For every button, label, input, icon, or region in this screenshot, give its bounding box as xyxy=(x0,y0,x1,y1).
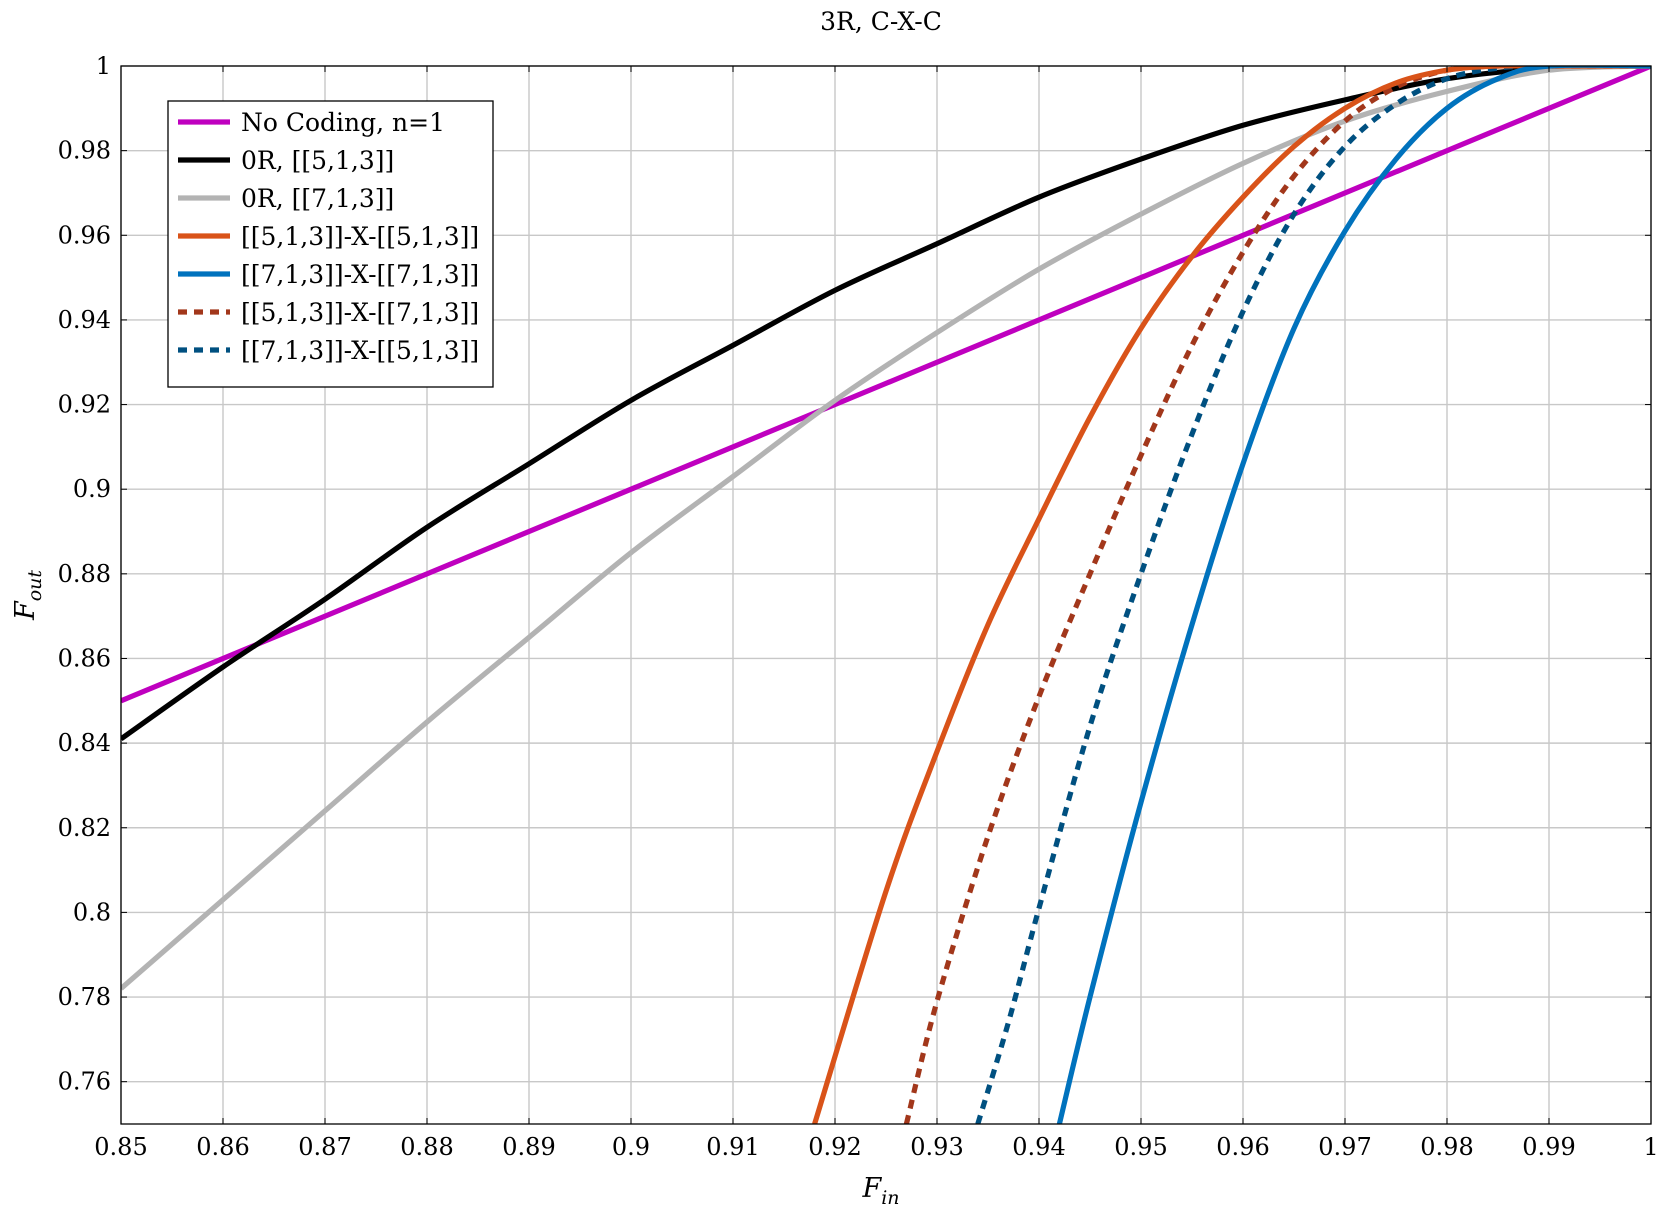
y-tick-label: 0.84 xyxy=(58,729,111,757)
legend-label: [[7,1,3]]-X-[[7,1,3]] xyxy=(241,260,479,289)
x-tick-label: 0.91 xyxy=(706,1133,759,1161)
x-tick-label: 0.85 xyxy=(94,1133,147,1161)
legend-label: [[5,1,3]]-X-[[5,1,3]] xyxy=(241,222,479,251)
y-tick-label: 0.8 xyxy=(73,898,111,926)
x-tick-label: 0.96 xyxy=(1216,1133,1269,1161)
series-line xyxy=(121,66,1651,704)
plot-frame xyxy=(120,65,1652,1125)
series-line xyxy=(1056,66,1651,1124)
legend: No Coding, n=1 0R, [[5,1,3]] 0R, [[7,1,3]]… xyxy=(167,100,494,388)
legend-box xyxy=(167,100,494,388)
legend-label: [[7,1,3]]-X-[[5,1,3]] xyxy=(241,336,479,365)
y-axis-label: Fout xyxy=(10,570,46,621)
y-axis-ticks: 0.76 0.78 0.8 0.82 0.84 0.86 0.88 0.9 0.92 0.94 0.… xyxy=(58,52,1651,1096)
series-line xyxy=(903,66,1651,1124)
y-tick-label: 0.82 xyxy=(58,814,111,842)
chart-title: 3R, C-X-C xyxy=(820,7,942,36)
y-tick-label: 0.76 xyxy=(58,1068,111,1096)
series-layer xyxy=(121,66,1651,1124)
x-tick-label: 0.87 xyxy=(298,1133,351,1161)
x-axis-ticks: 0.85 0.86 0.87 0.88 0.89 0.9 0.91 0.92 0.93 0.94 0… xyxy=(94,66,1659,1161)
x-tick-label: 0.98 xyxy=(1420,1133,1473,1161)
x-tick-label: 0.92 xyxy=(808,1133,861,1161)
legend-label: 0R, [[7,1,3]] xyxy=(241,184,394,213)
x-axis-label: Fin xyxy=(861,1173,899,1205)
y-tick-label: 0.96 xyxy=(58,221,111,249)
legend-label: [[5,1,3]]-X-[[7,1,3]] xyxy=(241,298,479,327)
y-tick-label: 0.92 xyxy=(58,391,111,419)
x-tick-label: 1 xyxy=(1643,1133,1658,1161)
x-tick-label: 0.88 xyxy=(400,1133,453,1161)
series-line xyxy=(975,66,1651,1124)
y-tick-label: 1 xyxy=(96,52,111,80)
x-tick-label: 0.97 xyxy=(1318,1133,1371,1161)
legend-label: No Coding, n=1 xyxy=(241,108,445,137)
x-tick-label: 0.95 xyxy=(1114,1133,1167,1161)
series-line xyxy=(812,66,1651,1124)
y-tick-label: 0.94 xyxy=(58,306,111,334)
x-tick-label: 0.94 xyxy=(1012,1133,1065,1161)
x-tick-label: 0.89 xyxy=(502,1133,555,1161)
x-tick-label: 0.99 xyxy=(1522,1133,1575,1161)
x-tick-label: 0.86 xyxy=(196,1133,249,1161)
y-tick-label: 0.88 xyxy=(58,560,111,588)
x-tick-label: 0.93 xyxy=(910,1133,963,1161)
y-tick-label: 0.9 xyxy=(73,475,111,503)
y-tick-label: 0.86 xyxy=(58,644,111,672)
y-tick-label: 0.98 xyxy=(58,137,111,165)
series-line xyxy=(121,66,1651,991)
y-tick-label: 0.78 xyxy=(58,983,111,1011)
x-tick-label: 0.9 xyxy=(612,1133,650,1161)
legend-label: 0R, [[5,1,3]] xyxy=(241,146,394,175)
